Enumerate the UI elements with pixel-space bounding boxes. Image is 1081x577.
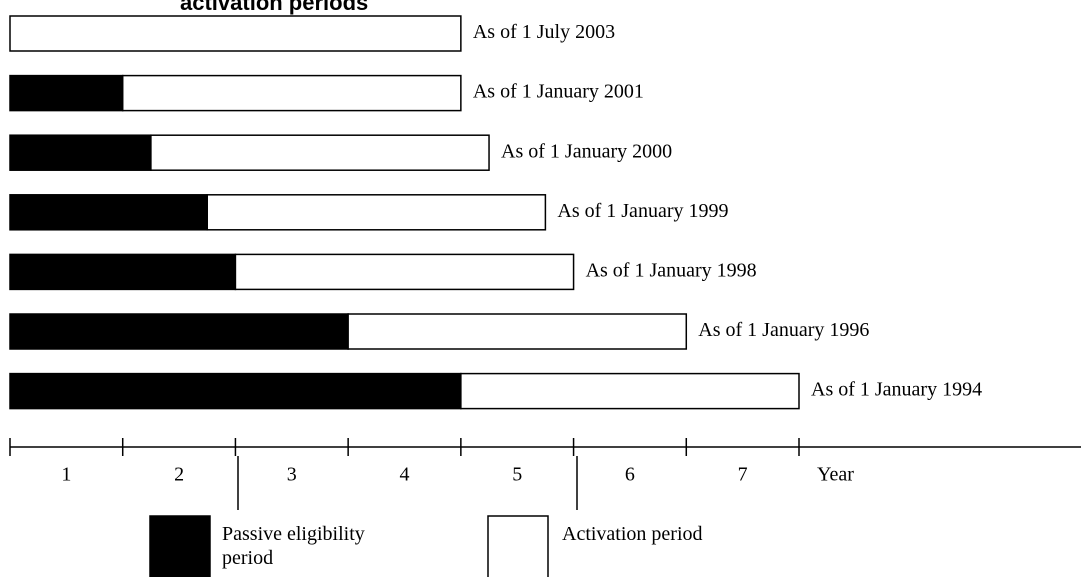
bar-label: As of 1 July 2003	[473, 21, 615, 43]
bar-segment	[206, 194, 547, 231]
x-tick-label: 5	[512, 464, 522, 486]
x-axis-label: Year	[817, 464, 854, 486]
bar-label: As of 1 January 2000	[501, 140, 672, 162]
bar-label: As of 1 January 1994	[811, 379, 982, 401]
bar-segment	[9, 313, 349, 350]
chart-title: activation periods	[180, 0, 368, 15]
bar-segment	[9, 253, 237, 291]
x-tick-label: 6	[625, 464, 635, 486]
bar-label: As of 1 January 1998	[586, 259, 757, 281]
bar-segment	[9, 194, 208, 231]
x-tick-label: 4	[400, 464, 410, 486]
bar-segment	[9, 134, 152, 171]
x-tick-label: 3	[287, 464, 297, 486]
bar-segment	[9, 15, 462, 52]
bar-segment	[9, 74, 124, 112]
x-tick-label: 7	[738, 464, 748, 486]
bar-segment	[9, 372, 462, 410]
bar-label: As of 1 January 1996	[698, 319, 869, 341]
bar-segment	[460, 372, 800, 410]
bar-segment	[121, 74, 462, 112]
x-tick-label: 2	[174, 464, 184, 486]
bar-label: As of 1 January 1999	[557, 200, 728, 222]
bar-segment	[150, 134, 490, 171]
legend-swatch	[149, 515, 211, 577]
legend-label: Activation period	[562, 523, 703, 545]
bar-segment	[347, 313, 688, 350]
bar-segment	[234, 253, 575, 291]
legend-label: Passive eligibility period	[222, 523, 365, 569]
legend-swatch	[487, 515, 549, 577]
bar-label: As of 1 January 2001	[473, 81, 644, 103]
x-tick-label: 1	[61, 464, 71, 486]
